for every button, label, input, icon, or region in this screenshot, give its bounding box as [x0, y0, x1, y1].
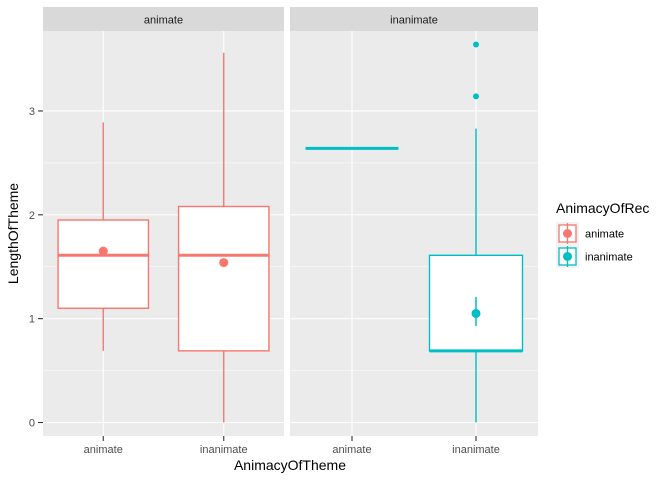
- legend: AnimacyOfRec animate inanimate: [556, 200, 649, 268]
- legend-key-animate: [556, 222, 579, 245]
- boxplot-inanimate-inanimate: [428, 41, 524, 423]
- facet-strip-animate: [43, 7, 284, 31]
- boxplot-animate-inanimate: [177, 52, 270, 423]
- x-axis: animate inanimate animate inanimate: [84, 436, 500, 456]
- boxplot-animate-animate: [57, 122, 150, 351]
- y-tick-label: 0: [29, 418, 35, 430]
- facet-label-inanimate: inanimate: [390, 15, 438, 27]
- mean-point: [471, 308, 481, 318]
- legend-label: inanimate: [585, 252, 633, 264]
- y-tick-label: 1: [29, 314, 35, 326]
- panel-animate: [43, 31, 284, 436]
- legend-key-point: [563, 229, 572, 238]
- panel-background-inanimate: [290, 31, 538, 436]
- facet-label-animate: animate: [144, 15, 183, 27]
- facet-strip-inanimate: [290, 7, 538, 31]
- x-tick-label: animate: [332, 444, 371, 456]
- facet-inanimate: inanimate: [290, 7, 538, 436]
- x-tick-label: inanimate: [200, 444, 248, 456]
- x-tick-label: inanimate: [452, 444, 500, 456]
- legend-key-inanimate: [556, 245, 579, 268]
- x-axis-title: AnimacyOfTheme: [234, 457, 346, 473]
- panel-inanimate: [290, 31, 538, 436]
- outlier-point: [473, 41, 479, 48]
- mean-point: [219, 258, 229, 268]
- y-tick-label: 3: [29, 106, 35, 118]
- facet-animate: animate: [43, 7, 284, 436]
- mean-point: [98, 246, 108, 256]
- y-tick-label: 2: [29, 210, 35, 222]
- x-tick-label: animate: [84, 444, 123, 456]
- legend-key-point: [563, 252, 572, 261]
- legend-title: AnimacyOfRec: [556, 200, 649, 216]
- box: [177, 205, 270, 352]
- y-axis-title: LengthOfTheme: [5, 183, 21, 284]
- legend-label: animate: [585, 229, 624, 241]
- box: [57, 219, 150, 309]
- outlier-point: [473, 93, 479, 100]
- y-axis: 0 1 2 3: [29, 106, 43, 430]
